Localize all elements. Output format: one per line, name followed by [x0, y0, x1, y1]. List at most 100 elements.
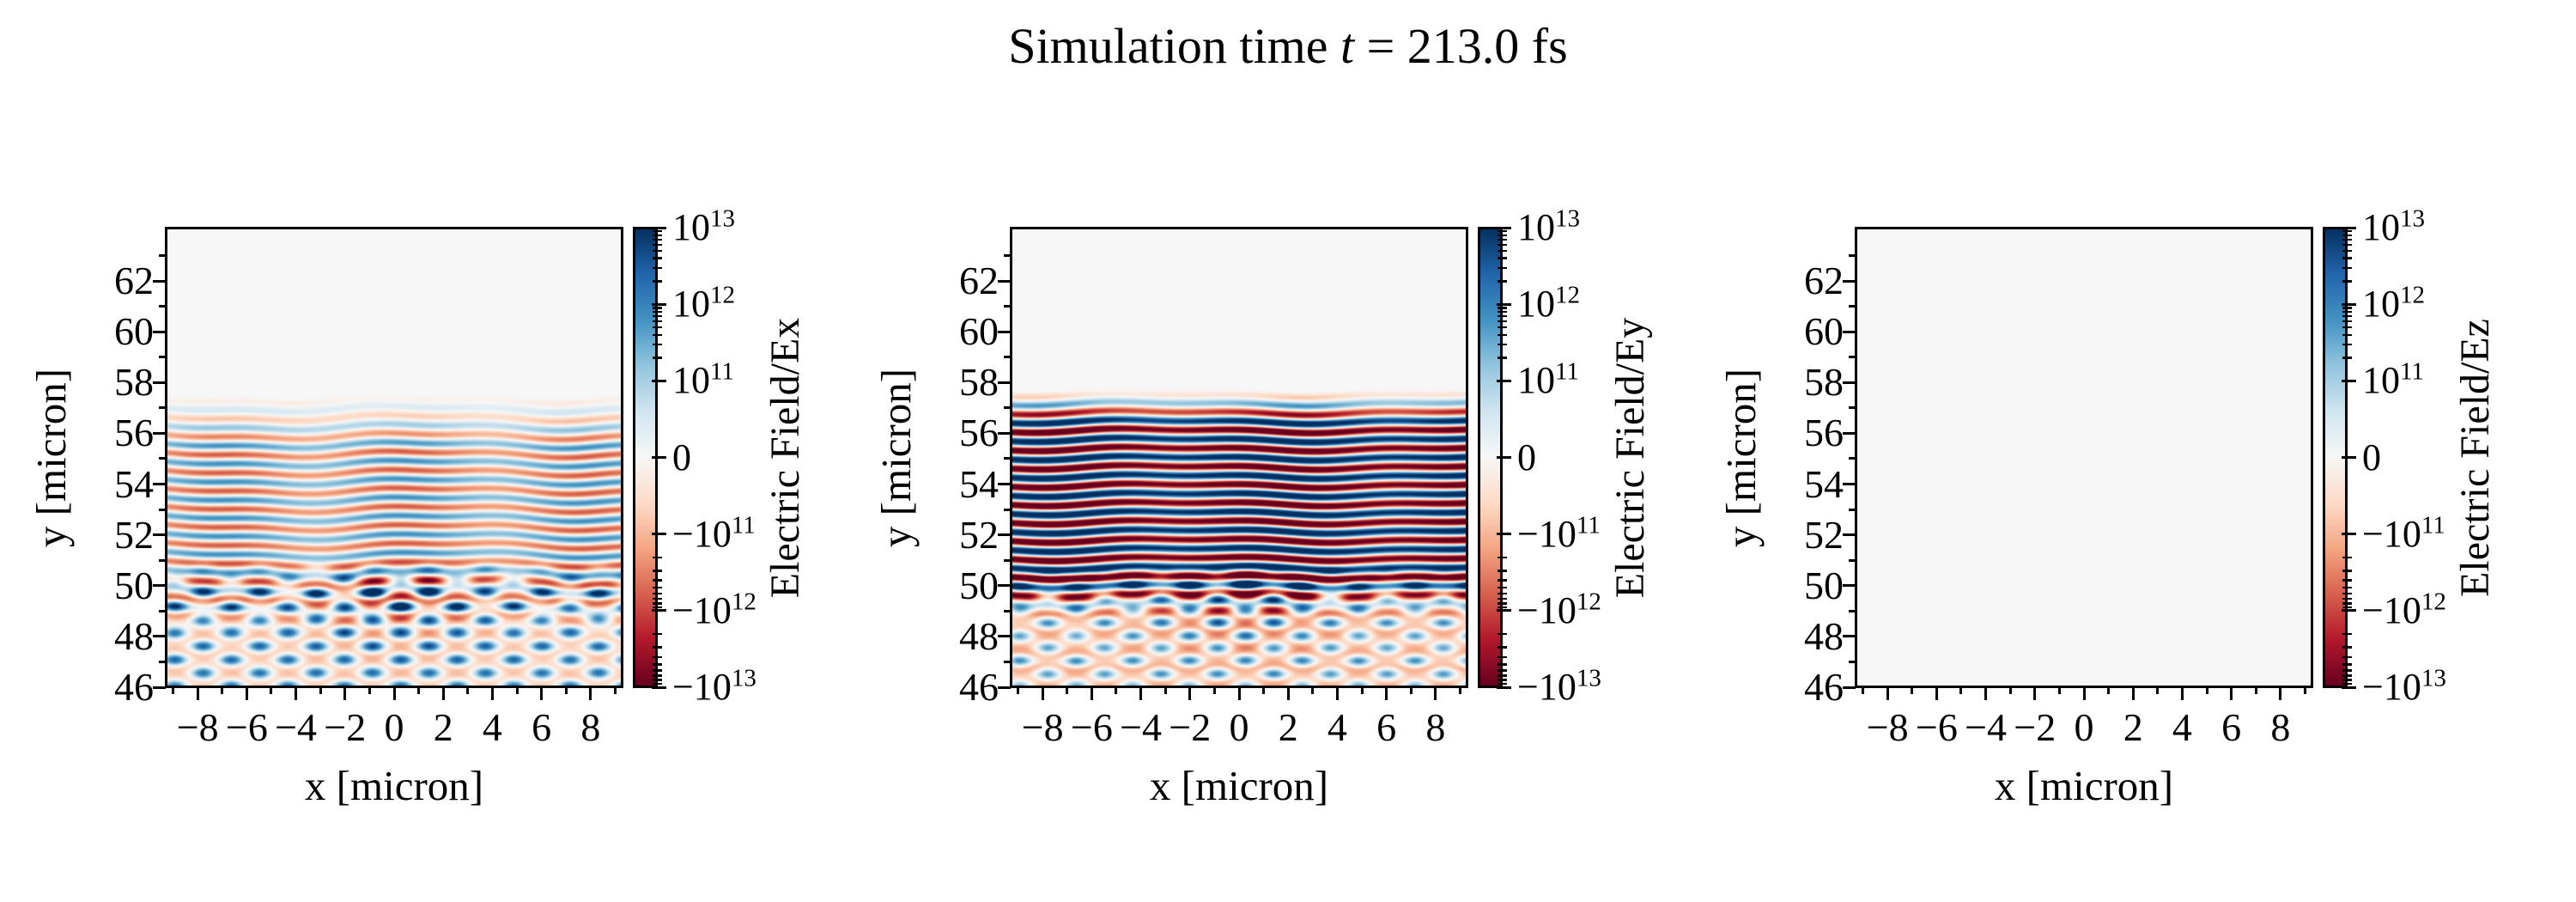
colorbar-minor-tick — [653, 669, 662, 672]
x-minor-tick — [270, 687, 273, 694]
x-tick-label: 4 — [482, 705, 502, 749]
y-tick-label: 58 — [1804, 360, 1844, 405]
title-suffix: = 213.0 fs — [1354, 18, 1568, 74]
x-major-tick — [245, 687, 248, 700]
x-tick-label: −2 — [324, 705, 367, 749]
y-major-tick — [998, 635, 1011, 638]
x-minor-tick — [1212, 687, 1216, 694]
y-minor-tick — [1004, 254, 1011, 257]
colorbar-minor-tick — [653, 579, 662, 582]
x-axis-label-ez: x [micron] — [1994, 762, 2174, 809]
colorbar-tick-label: 0 — [2362, 436, 2381, 478]
colorbar-major-tick — [652, 226, 666, 229]
colorbar-minor-tick — [653, 556, 662, 558]
y-major-tick — [1843, 431, 1856, 435]
x-minor-tick — [417, 687, 421, 694]
x-minor-tick — [2156, 687, 2160, 694]
colorbar-label-ex: Electric Field/Ex — [762, 317, 808, 598]
plot-frame-ez — [1855, 227, 2313, 688]
x-minor-tick — [1066, 687, 1069, 694]
colorbar-minor-tick — [1498, 320, 1507, 323]
x-minor-tick — [2008, 687, 2012, 694]
colorbar-minor-tick — [1498, 602, 1507, 605]
x-major-tick — [2180, 687, 2184, 700]
x-minor-tick — [1115, 687, 1118, 694]
y-minor-tick — [1849, 356, 1856, 359]
y-minor-tick — [159, 356, 166, 359]
colorbar-tick-label: 1012 — [672, 281, 735, 326]
y-minor-tick — [159, 558, 166, 562]
y-minor-tick — [1849, 508, 1856, 511]
x-major-tick — [1385, 687, 1388, 700]
y-tick-label: 56 — [114, 411, 154, 455]
y-major-tick — [153, 431, 166, 435]
x-tick-label: −8 — [1866, 705, 1909, 749]
colorbar-minor-tick — [2342, 632, 2352, 636]
colorbar-minor-tick — [1498, 343, 1507, 346]
y-minor-tick — [1004, 660, 1011, 663]
y-major-tick — [153, 584, 166, 588]
colorbar-tick-label: 1013 — [1517, 204, 1580, 248]
colorbar-minor-tick — [1498, 243, 1507, 247]
colorbar-minor-tick — [653, 238, 662, 241]
x-tick-label: 2 — [2123, 705, 2143, 749]
colorbar-minor-tick — [653, 307, 662, 309]
y-tick-label: 56 — [1804, 411, 1844, 455]
colorbar-minor-tick — [2342, 598, 2352, 600]
colorbar-minor-tick — [1498, 257, 1507, 259]
y-minor-tick — [1849, 660, 1856, 663]
colorbar-minor-tick — [653, 343, 662, 346]
colorbar-minor-tick — [653, 243, 662, 247]
colorbar-minor-tick — [1498, 598, 1507, 600]
colorbar-minor-tick — [2342, 646, 2352, 649]
colorbar-minor-tick — [653, 266, 662, 269]
y-tick-label: 58 — [959, 360, 999, 405]
x-major-tick — [1286, 687, 1290, 700]
colorbar-minor-tick — [1498, 333, 1507, 337]
y-tick-label: 50 — [114, 563, 154, 607]
colorbar-tick-label: −1012 — [1517, 588, 1601, 631]
colorbar-minor-tick — [653, 598, 662, 600]
colorbar-minor-tick — [653, 320, 662, 323]
y-tick-label: 58 — [114, 360, 154, 405]
x-tick-label: −2 — [2014, 705, 2057, 749]
y-major-tick — [1843, 381, 1856, 384]
y-major-tick — [153, 635, 166, 638]
colorbar-tick-label: −1012 — [2362, 588, 2446, 631]
colorbar-minor-tick — [1498, 679, 1507, 681]
colorbar-minor-tick — [653, 257, 662, 259]
colorbar-tick-label: 0 — [1517, 436, 1536, 478]
x-tick-label: −6 — [1070, 705, 1113, 749]
x-minor-tick — [1458, 687, 1461, 694]
colorbar-minor-tick — [2342, 238, 2352, 241]
x-major-tick — [2082, 687, 2086, 700]
colorbar-minor-tick — [653, 570, 662, 572]
x-minor-tick — [172, 687, 175, 694]
colorbar-minor-tick — [653, 280, 662, 283]
colorbar-tick-label: −1013 — [2362, 664, 2446, 708]
x-major-tick — [540, 687, 544, 700]
y-tick-label: 48 — [1804, 613, 1844, 658]
y-major-tick — [998, 330, 1011, 333]
colorbar-minor-tick — [2342, 230, 2352, 233]
x-tick-label: 4 — [1327, 705, 1347, 749]
heatmap-ex — [166, 228, 623, 687]
y-minor-tick — [1849, 254, 1856, 257]
colorbar-major-tick — [1497, 302, 1511, 306]
y-minor-tick — [159, 660, 166, 663]
colorbar-major-tick — [2342, 686, 2356, 689]
colorbar-minor-tick — [2342, 579, 2352, 582]
colorbar-minor-tick — [653, 234, 662, 237]
colorbar-minor-tick — [653, 602, 662, 605]
colorbar-major-tick — [652, 379, 666, 382]
colorbar-minor-tick — [1498, 249, 1507, 253]
colorbar-minor-tick — [2342, 314, 2352, 318]
y-minor-tick — [1004, 457, 1011, 460]
x-major-tick — [2033, 687, 2037, 700]
x-minor-tick — [2303, 687, 2306, 694]
colorbar-tick-label: 1013 — [672, 204, 735, 248]
colorbar-minor-tick — [2342, 593, 2352, 595]
y-minor-tick — [1849, 305, 1856, 308]
colorbar-minor-tick — [2342, 669, 2352, 672]
